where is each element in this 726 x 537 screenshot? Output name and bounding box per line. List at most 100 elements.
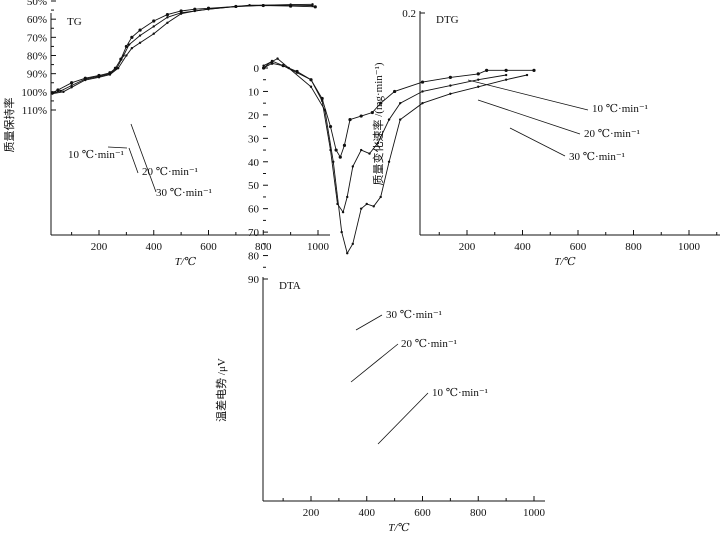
data-point — [323, 109, 327, 112]
data-point — [448, 75, 452, 79]
data-point — [59, 89, 62, 93]
y-tick-label: 110% — [22, 105, 47, 117]
chart-tg: 200 400 600 800 100050%60%70%80%90%100%110%T… — [2, 0, 330, 268]
y-tick-label: 80% — [27, 51, 47, 63]
data-point — [125, 54, 128, 57]
y-tick-label: 50 — [248, 180, 260, 192]
data-point — [234, 5, 238, 8]
y-tick-label: 90 — [248, 274, 260, 286]
data-point — [152, 19, 156, 23]
data-point — [193, 7, 197, 11]
data-point — [179, 9, 183, 13]
data-point — [122, 54, 125, 57]
data-point — [130, 35, 134, 39]
y-tick-label: 90% — [27, 69, 47, 81]
data-point — [311, 4, 314, 7]
data-point — [477, 85, 480, 88]
series-label: 20 ℃·min⁻¹ — [142, 166, 198, 178]
data-point — [289, 3, 292, 7]
data-point — [138, 28, 142, 32]
data-point — [342, 143, 347, 147]
data-point — [346, 252, 349, 255]
series-line-2 — [263, 58, 528, 255]
data-point — [359, 207, 363, 210]
data-point — [334, 148, 338, 152]
data-point — [116, 67, 120, 70]
data-point — [341, 210, 345, 214]
data-point — [351, 165, 355, 168]
series-line-0 — [52, 5, 316, 94]
data-point — [56, 88, 60, 92]
data-point — [328, 125, 333, 129]
x-tick-label: 400 — [146, 241, 163, 253]
data-point — [313, 5, 317, 9]
data-point — [130, 47, 134, 50]
annotation-leader — [355, 314, 383, 331]
x-tick-label: 800 — [625, 241, 642, 253]
y-tick-label: 0.2 — [402, 8, 416, 20]
data-point — [449, 84, 452, 87]
annotation-leader — [107, 146, 128, 149]
data-point — [207, 7, 210, 11]
x-tick-label: 200 — [303, 507, 320, 519]
y-axis-label: 质量保持率 — [2, 98, 16, 153]
data-point — [70, 86, 73, 89]
data-point — [270, 61, 274, 65]
data-point — [338, 155, 342, 159]
x-tick-label: 200 — [459, 241, 476, 253]
x-tick-label: 600 — [570, 241, 587, 253]
data-point — [179, 12, 183, 15]
data-point — [376, 141, 380, 145]
data-point — [368, 152, 371, 155]
y-tick-label: 80 — [248, 251, 260, 263]
x-axis-label: T/℃ — [175, 256, 197, 268]
series-line-2 — [52, 4, 313, 95]
data-point — [399, 101, 402, 105]
chart-dta: 200 400 600 800 1000 0 10 20 30 40 50 60 70 80 90 DTA T/… — [214, 57, 546, 534]
x-tick-label: 600 — [200, 241, 217, 253]
data-point — [332, 160, 335, 163]
data-point — [340, 230, 343, 234]
annotation-leader — [130, 123, 157, 193]
data-point — [351, 242, 355, 246]
data-point — [262, 3, 265, 7]
data-point — [359, 114, 363, 118]
data-point — [124, 44, 128, 49]
annotation-leader — [350, 343, 399, 383]
series-label: 10 ℃·min⁻¹ — [68, 149, 124, 161]
x-tick-label: 400 — [359, 507, 376, 519]
y-tick-label: 0 — [254, 63, 260, 75]
data-point — [287, 66, 290, 70]
data-point — [152, 25, 155, 28]
data-point — [97, 76, 101, 79]
data-point — [504, 73, 508, 77]
data-point — [127, 43, 131, 46]
y-tick-label: 40 — [248, 157, 260, 169]
data-point — [449, 92, 452, 95]
data-point — [477, 78, 480, 81]
y-tick-label: 10 — [248, 86, 260, 98]
data-point — [166, 21, 169, 24]
y-tick-label: 60% — [27, 14, 47, 26]
annotation-leader — [509, 127, 566, 157]
x-tick-label: 600 — [414, 507, 431, 519]
data-point — [138, 34, 142, 37]
data-point — [152, 32, 155, 35]
data-point — [281, 64, 285, 67]
data-point — [372, 205, 375, 208]
y-tick-label: 70 — [248, 227, 260, 239]
y-tick-label: 100% — [21, 87, 47, 99]
x-tick-label: 200 — [91, 241, 108, 253]
data-point — [379, 195, 382, 199]
series-label: 10 ℃·min⁻¹ — [432, 387, 488, 399]
y-tick-label: 50% — [27, 0, 47, 8]
data-point — [62, 90, 65, 94]
data-point — [504, 78, 508, 81]
data-point — [51, 92, 54, 95]
data-point — [393, 89, 397, 94]
series-label: 30 ℃·min⁻¹ — [386, 309, 442, 321]
data-point — [421, 90, 424, 93]
data-point — [262, 66, 265, 70]
data-point — [485, 68, 489, 72]
data-point — [504, 68, 508, 72]
